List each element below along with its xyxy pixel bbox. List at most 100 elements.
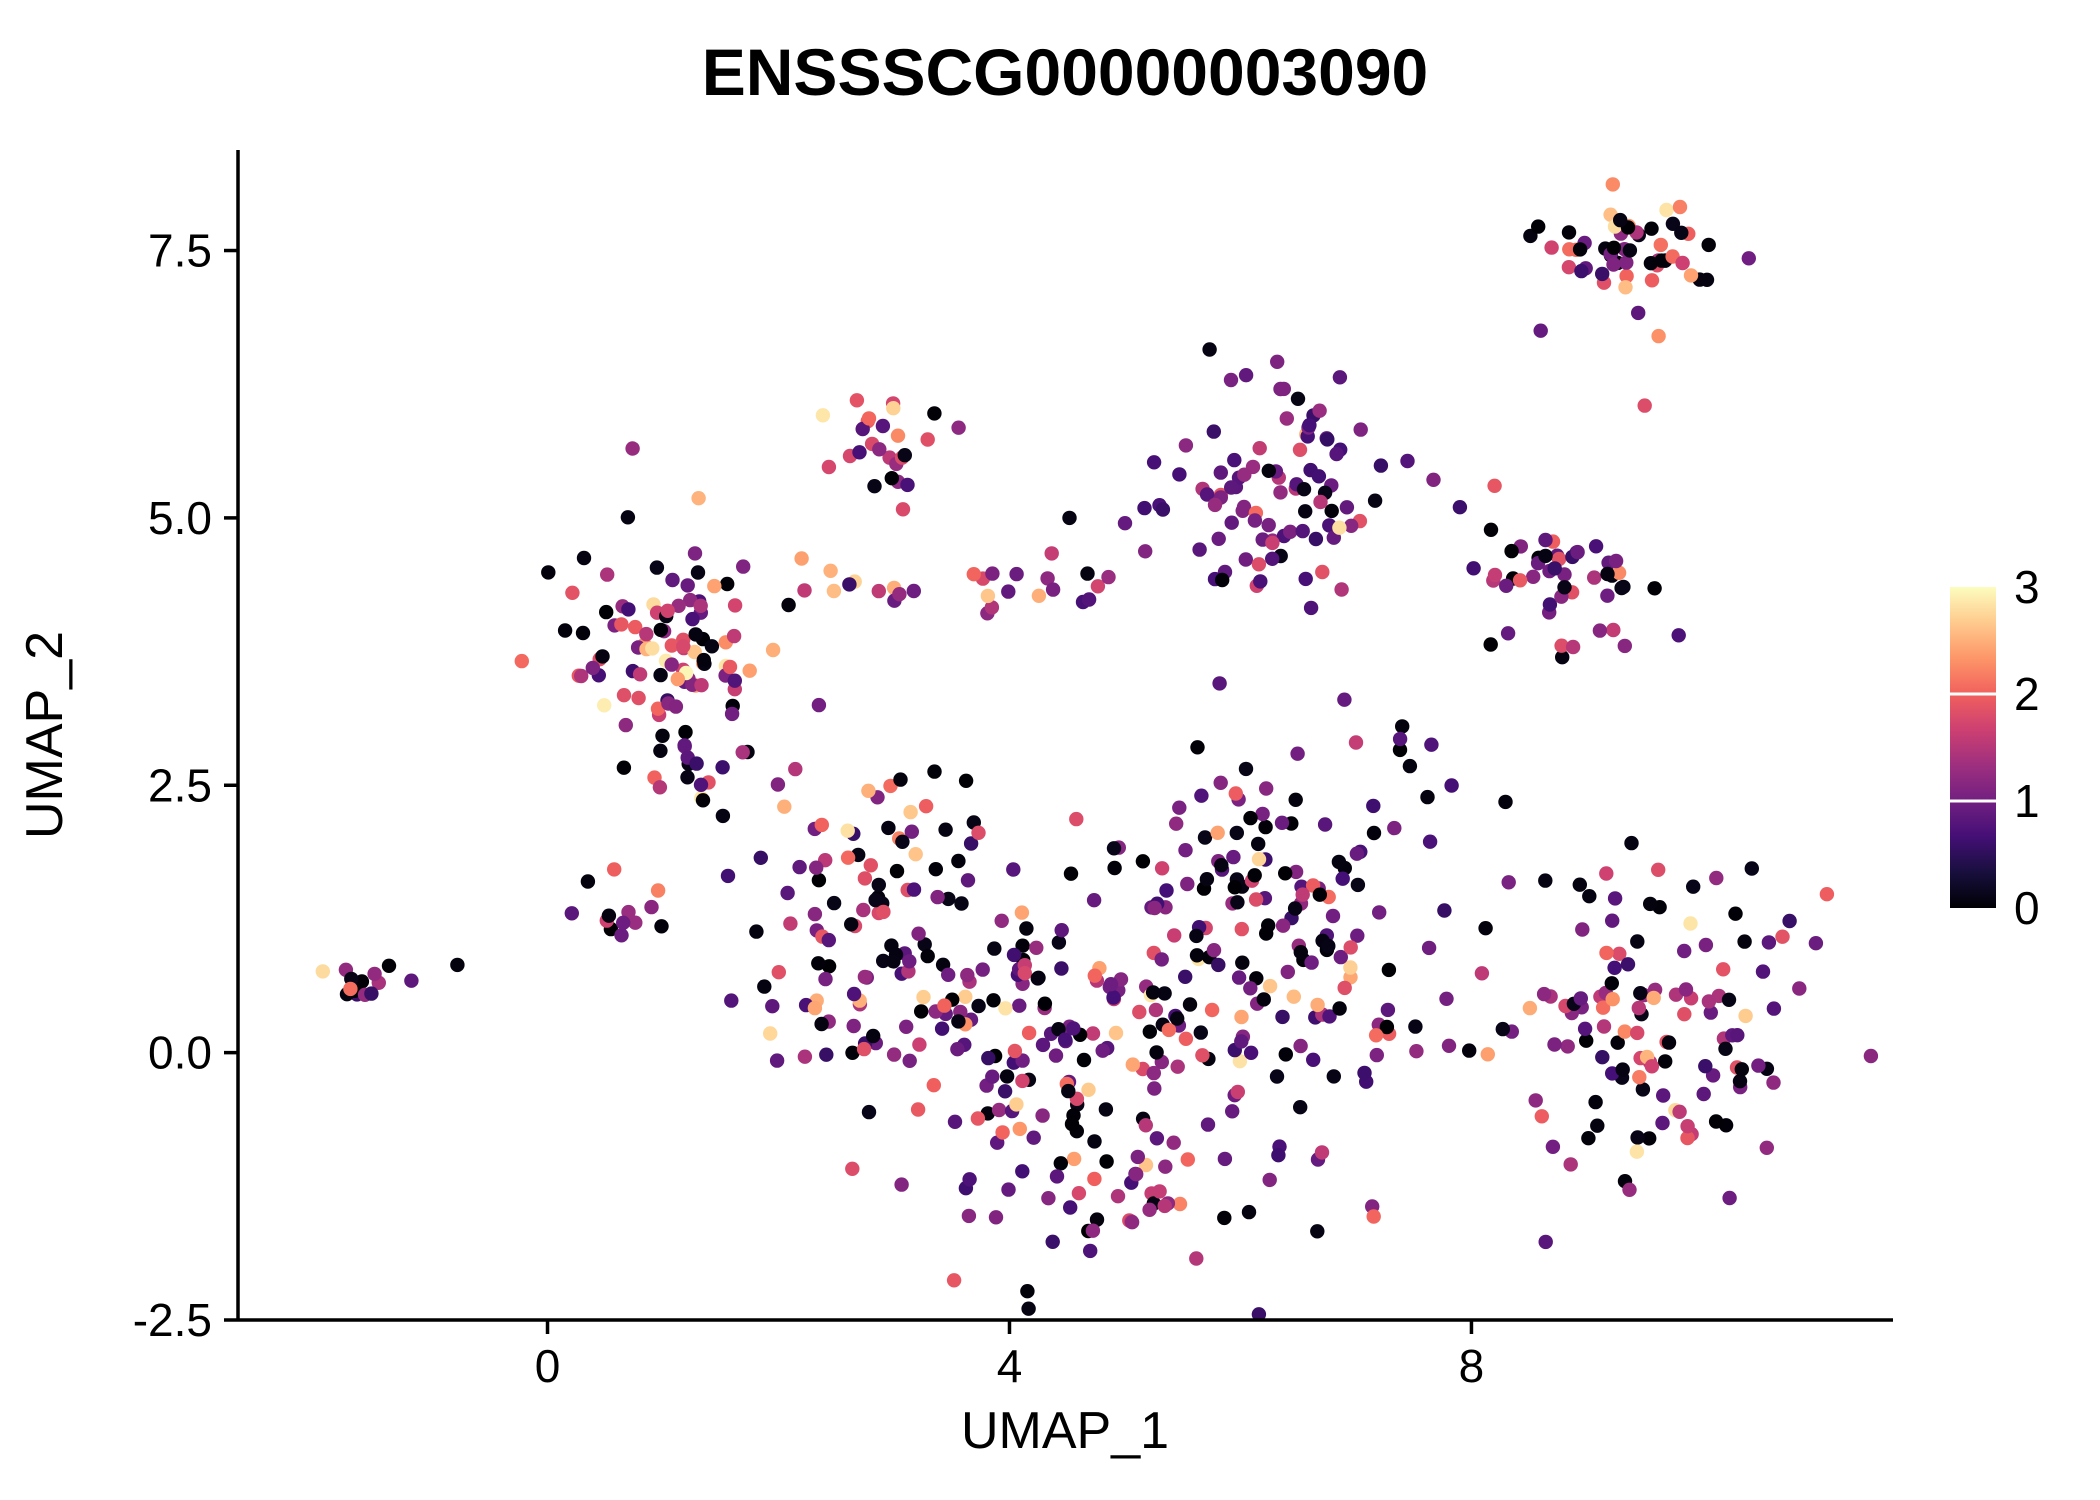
data-point — [597, 698, 612, 713]
data-point — [1766, 1075, 1781, 1090]
data-point — [889, 863, 905, 879]
data-point — [1076, 1052, 1092, 1068]
data-point — [1231, 970, 1247, 985]
data-point — [1138, 544, 1153, 559]
data-point — [894, 1177, 909, 1192]
data-point — [1654, 253, 1669, 268]
data-point — [1057, 1032, 1073, 1047]
scatter-points-layer — [315, 177, 1879, 1320]
data-point — [926, 1078, 941, 1093]
data-point — [811, 873, 827, 888]
data-point — [607, 862, 622, 877]
data-point — [857, 871, 873, 886]
data-point — [381, 958, 397, 973]
data-point — [1672, 1104, 1687, 1120]
data-point — [1230, 895, 1245, 910]
data-point — [1129, 1167, 1144, 1182]
data-point — [1014, 905, 1030, 920]
data-point — [1108, 1025, 1124, 1041]
data-point — [818, 971, 833, 987]
data-point — [1570, 544, 1585, 560]
data-point — [1107, 860, 1122, 876]
data-point — [1332, 520, 1347, 535]
data-point — [1483, 637, 1498, 652]
colorbar-tick-label: 3 — [2014, 561, 2040, 613]
data-point — [981, 1050, 996, 1066]
data-point — [1466, 561, 1481, 576]
data-point — [735, 745, 750, 760]
data-point — [1211, 957, 1226, 973]
data-point — [1213, 775, 1228, 790]
data-point — [1026, 1130, 1041, 1145]
data-point — [807, 906, 823, 922]
data-point — [687, 546, 703, 561]
data-point — [946, 1273, 962, 1288]
data-point — [1009, 566, 1024, 582]
data-point — [683, 592, 698, 608]
data-point — [1292, 442, 1308, 457]
data-point — [726, 628, 742, 644]
data-point — [1189, 948, 1205, 963]
data-point — [811, 697, 827, 713]
data-point — [765, 999, 780, 1014]
data-point — [826, 895, 842, 911]
data-point — [819, 1047, 834, 1062]
data-point — [1081, 1082, 1096, 1098]
data-point — [1596, 1019, 1612, 1034]
data-point — [343, 981, 358, 997]
data-point — [1167, 928, 1182, 943]
data-point — [1031, 588, 1047, 603]
data-point — [1228, 786, 1244, 801]
data-point — [886, 1047, 902, 1062]
data-point — [1178, 969, 1193, 984]
data-point — [1155, 502, 1171, 517]
data-point — [807, 1000, 823, 1016]
data-point — [693, 598, 708, 613]
data-point — [1110, 1189, 1126, 1204]
data-point — [1087, 1134, 1102, 1149]
data-point — [857, 969, 873, 985]
data-point — [845, 1045, 860, 1061]
data-point — [1612, 946, 1627, 961]
data-point — [664, 638, 679, 653]
data-point — [1261, 463, 1277, 478]
data-point — [1206, 424, 1222, 439]
data-point — [1677, 1007, 1692, 1022]
data-point — [1095, 1043, 1110, 1058]
data-point — [1421, 940, 1437, 956]
data-point — [771, 965, 786, 980]
data-point — [1357, 1065, 1372, 1081]
data-point — [871, 583, 886, 599]
data-point — [1089, 1212, 1105, 1227]
data-point — [1015, 1164, 1030, 1179]
data-point — [1498, 794, 1513, 810]
data-point — [1009, 1097, 1024, 1112]
data-point — [1217, 1210, 1232, 1226]
data-point — [1304, 955, 1319, 970]
data-point — [1618, 280, 1633, 295]
data-point — [1595, 266, 1610, 282]
data-point — [1200, 1117, 1216, 1132]
data-point — [1501, 875, 1516, 890]
data-point — [1531, 219, 1546, 234]
data-point — [1761, 935, 1777, 950]
data-point — [906, 583, 921, 599]
data-point — [1308, 531, 1324, 547]
data-point — [1310, 997, 1325, 1013]
data-point — [902, 1053, 917, 1069]
data-point — [1252, 441, 1267, 456]
data-point — [1251, 836, 1266, 852]
data-point — [895, 502, 911, 517]
data-point — [1678, 982, 1694, 997]
data-point — [1321, 938, 1336, 954]
data-point — [1040, 571, 1055, 586]
data-point — [1565, 639, 1581, 655]
data-point — [1030, 971, 1046, 986]
data-point — [1213, 465, 1229, 480]
data-point — [1644, 1059, 1660, 1074]
data-point — [1452, 500, 1468, 515]
data-point — [1066, 1151, 1082, 1167]
data-point — [1599, 866, 1614, 881]
data-point — [1392, 742, 1408, 758]
data-point — [961, 1208, 977, 1224]
